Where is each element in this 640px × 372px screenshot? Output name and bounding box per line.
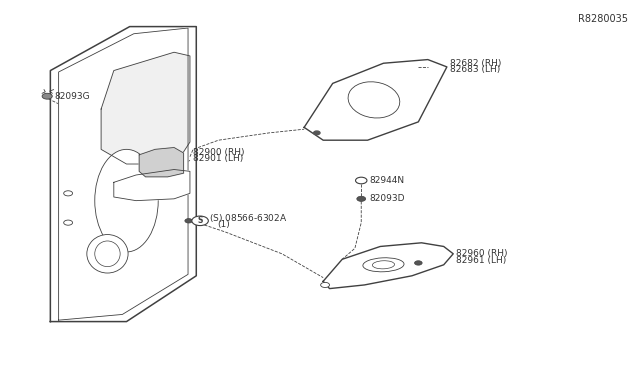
Ellipse shape — [372, 261, 394, 269]
Text: 82900 (RH): 82900 (RH) — [193, 148, 244, 157]
Circle shape — [415, 261, 422, 265]
Polygon shape — [139, 148, 184, 177]
Text: (1): (1) — [217, 220, 230, 229]
Text: 82093G: 82093G — [55, 92, 90, 101]
Text: R8280035: R8280035 — [578, 14, 628, 24]
Text: 82944N: 82944N — [369, 176, 404, 185]
Ellipse shape — [95, 149, 158, 252]
Circle shape — [314, 131, 320, 135]
Ellipse shape — [363, 258, 404, 272]
Circle shape — [64, 220, 72, 225]
Circle shape — [64, 191, 72, 196]
Text: 82682 (RH): 82682 (RH) — [450, 59, 501, 68]
Text: 82961 (LH): 82961 (LH) — [456, 256, 507, 264]
Text: 82960 (RH): 82960 (RH) — [456, 249, 508, 258]
Circle shape — [356, 196, 365, 201]
Circle shape — [185, 219, 193, 223]
Text: $\mathsf{(S)}$ 08566-6302A: $\mathsf{(S)}$ 08566-6302A — [209, 212, 287, 224]
Ellipse shape — [348, 82, 400, 118]
Polygon shape — [323, 243, 453, 289]
Polygon shape — [114, 170, 190, 201]
Polygon shape — [59, 28, 188, 320]
Polygon shape — [51, 26, 196, 321]
Circle shape — [192, 216, 209, 225]
Text: 82683 (LH): 82683 (LH) — [450, 65, 500, 74]
Text: 82901 (LH): 82901 (LH) — [193, 154, 243, 163]
Ellipse shape — [95, 241, 120, 267]
Polygon shape — [304, 60, 447, 140]
Text: S: S — [197, 216, 203, 225]
Polygon shape — [101, 52, 190, 164]
Circle shape — [42, 93, 52, 99]
Circle shape — [356, 177, 367, 184]
Circle shape — [321, 282, 330, 288]
Ellipse shape — [87, 235, 128, 273]
Text: 82093D: 82093D — [369, 194, 405, 203]
